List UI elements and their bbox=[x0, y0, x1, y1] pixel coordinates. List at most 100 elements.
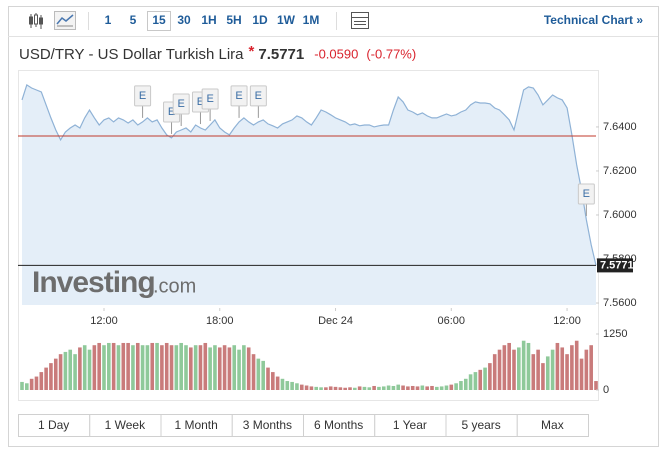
volume-bar bbox=[145, 345, 150, 390]
volume-bar bbox=[430, 385, 434, 390]
volume-bar bbox=[439, 386, 444, 390]
event-box[interactable] bbox=[201, 88, 219, 110]
volume-bar bbox=[299, 384, 304, 390]
range-button-label[interactable]: 5 years bbox=[461, 418, 500, 432]
volume-bar bbox=[338, 387, 343, 390]
line-chart-icon[interactable] bbox=[54, 11, 76, 30]
range-button-label[interactable]: 3 Months bbox=[243, 418, 292, 432]
volume-bar bbox=[512, 349, 516, 390]
event-box[interactable] bbox=[230, 85, 248, 107]
volume-bar bbox=[435, 386, 439, 390]
volume-bar bbox=[29, 378, 34, 390]
volume-bar bbox=[454, 383, 458, 390]
event-label: E bbox=[197, 96, 204, 108]
volume-bar bbox=[25, 383, 29, 390]
volume-bar bbox=[261, 360, 265, 390]
volume-bar bbox=[333, 386, 338, 390]
range-button[interactable] bbox=[516, 414, 589, 437]
interval-button[interactable]: 1H bbox=[201, 13, 216, 27]
change: -0.0590 bbox=[314, 46, 358, 61]
event-marker[interactable]: E bbox=[249, 85, 267, 118]
volume-bar bbox=[410, 385, 415, 390]
volume-bar bbox=[473, 372, 478, 390]
watermark: Investing bbox=[32, 266, 155, 299]
event-marker[interactable]: E bbox=[201, 88, 219, 121]
change-percent: (-0.77%) bbox=[366, 46, 416, 61]
volume-bar bbox=[420, 385, 425, 390]
volume-bar bbox=[49, 363, 53, 390]
volume-bar bbox=[213, 345, 217, 390]
volume-bar bbox=[203, 342, 208, 390]
event-label: E bbox=[168, 106, 175, 118]
interval-button[interactable]: 30 bbox=[177, 13, 191, 27]
volume-bar bbox=[87, 349, 92, 390]
event-box[interactable] bbox=[172, 93, 190, 115]
volume-bar bbox=[295, 383, 299, 390]
interval-button[interactable]: 1 bbox=[105, 13, 112, 27]
event-marker[interactable]: E bbox=[230, 85, 248, 118]
volume-bar bbox=[242, 345, 246, 390]
volume-bar bbox=[555, 342, 560, 390]
event-label: E bbox=[583, 188, 590, 200]
volume-bar bbox=[328, 386, 333, 390]
event-marker[interactable]: E bbox=[172, 93, 190, 127]
volume-bar bbox=[155, 342, 159, 390]
range-button-label[interactable]: Max bbox=[541, 418, 564, 432]
technical-chart-link[interactable]: Technical Chart » bbox=[544, 13, 643, 27]
event-box[interactable] bbox=[134, 85, 152, 107]
volume-bar bbox=[367, 387, 372, 390]
candle-icon[interactable] bbox=[29, 13, 43, 29]
interval-selected bbox=[147, 11, 171, 31]
volume-bar bbox=[372, 385, 376, 390]
volume-bar bbox=[290, 381, 294, 390]
volume-bar bbox=[174, 345, 179, 390]
interval-button[interactable]: 5H bbox=[226, 13, 241, 27]
volume-bar bbox=[102, 345, 106, 390]
volume-bar bbox=[179, 342, 183, 390]
interval-button[interactable]: 1W bbox=[277, 13, 296, 27]
range-button-label[interactable]: 1 Week bbox=[105, 418, 146, 432]
event-marker[interactable]: E bbox=[134, 85, 152, 118]
x-tick-label: 12:00 bbox=[90, 315, 118, 327]
table-icon[interactable] bbox=[351, 12, 369, 29]
volume-bar bbox=[478, 369, 483, 390]
volume-bar bbox=[584, 349, 589, 390]
y-tick-label: 7.6400 bbox=[603, 121, 637, 133]
volume-bar bbox=[131, 345, 135, 390]
volume-bar bbox=[415, 386, 420, 390]
volume-bar bbox=[526, 342, 531, 390]
event-marker[interactable]: E bbox=[577, 183, 595, 217]
volume-bar bbox=[266, 367, 270, 390]
interval-button[interactable]: 5 bbox=[130, 13, 137, 27]
volume-bar bbox=[126, 342, 130, 390]
volume-bar bbox=[53, 358, 58, 390]
volume-bar bbox=[348, 387, 352, 390]
y-tick-label: 7.6200 bbox=[603, 165, 637, 177]
range-button-label[interactable]: 6 Months bbox=[314, 418, 363, 432]
interval-button[interactable]: 1M bbox=[303, 13, 320, 27]
flag: * bbox=[249, 43, 255, 60]
range-button-label[interactable]: 1 Day bbox=[38, 418, 69, 432]
volume-bar bbox=[68, 349, 73, 390]
volume-bar bbox=[246, 347, 251, 390]
event-box[interactable] bbox=[577, 183, 595, 205]
volume-bar bbox=[189, 347, 193, 390]
volume-bar bbox=[570, 345, 574, 390]
volume-bar bbox=[502, 345, 507, 390]
volume-bar bbox=[541, 363, 545, 390]
volume-bar bbox=[401, 385, 405, 390]
event-box[interactable] bbox=[249, 85, 267, 107]
interval-button[interactable]: 15 bbox=[152, 13, 166, 27]
interval-button[interactable]: 1D bbox=[252, 13, 268, 27]
volume-bar bbox=[309, 386, 314, 390]
event-label: E bbox=[178, 98, 185, 110]
volume-bar bbox=[275, 376, 280, 390]
volume-bar bbox=[63, 351, 68, 390]
range-button-label[interactable]: 1 Month bbox=[174, 418, 217, 432]
y-tick-label: 7.5600 bbox=[603, 297, 637, 309]
volume-bar bbox=[449, 384, 454, 390]
volume-bar bbox=[184, 345, 188, 390]
volume-bar bbox=[232, 345, 237, 390]
range-button-label[interactable]: 1 Year bbox=[393, 418, 427, 432]
volume-bar bbox=[444, 385, 449, 390]
